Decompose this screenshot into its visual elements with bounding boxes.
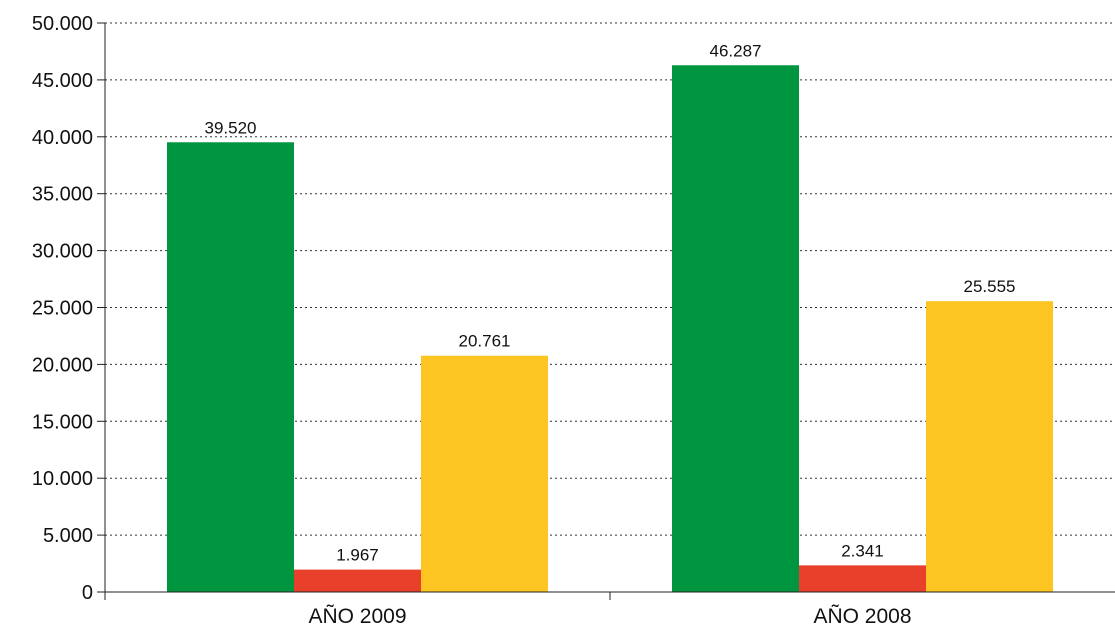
y-tick-label: 5.000 [43,525,93,547]
bar [421,355,548,592]
bar [799,565,926,592]
labels: 0 5.000 10.000 15.000 20.000 25.000 30.000 35.0… [32,13,1016,628]
data-label: 25.555 [964,277,1016,296]
y-tick-label: 25.000 [32,298,93,320]
data-label: 39.520 [205,118,257,137]
y-tick-label: 50.000 [32,13,93,35]
bar [672,65,799,593]
y-tick-label: 45.000 [32,70,93,92]
y-tick-label: 0 [82,582,93,604]
data-label: 2.341 [841,541,884,560]
y-tick-label: 20.000 [32,354,93,376]
data-label: 1.967 [336,546,379,565]
y-tick-label: 35.000 [32,184,93,206]
data-label: 20.761 [459,332,511,351]
x-tick-label: AÑO 2008 [813,604,911,628]
y-tick-label: 10.000 [32,468,93,490]
x-tick-label: AÑO 2009 [308,604,406,628]
y-tick-label: 15.000 [32,411,93,433]
bars [167,65,1053,593]
y-tick-label: 40.000 [32,127,93,149]
y-tick-label: 30.000 [32,241,93,263]
axes [97,22,1115,600]
data-label: 46.287 [710,41,762,60]
bar [167,142,294,593]
bar [926,301,1053,592]
bar [294,569,421,592]
